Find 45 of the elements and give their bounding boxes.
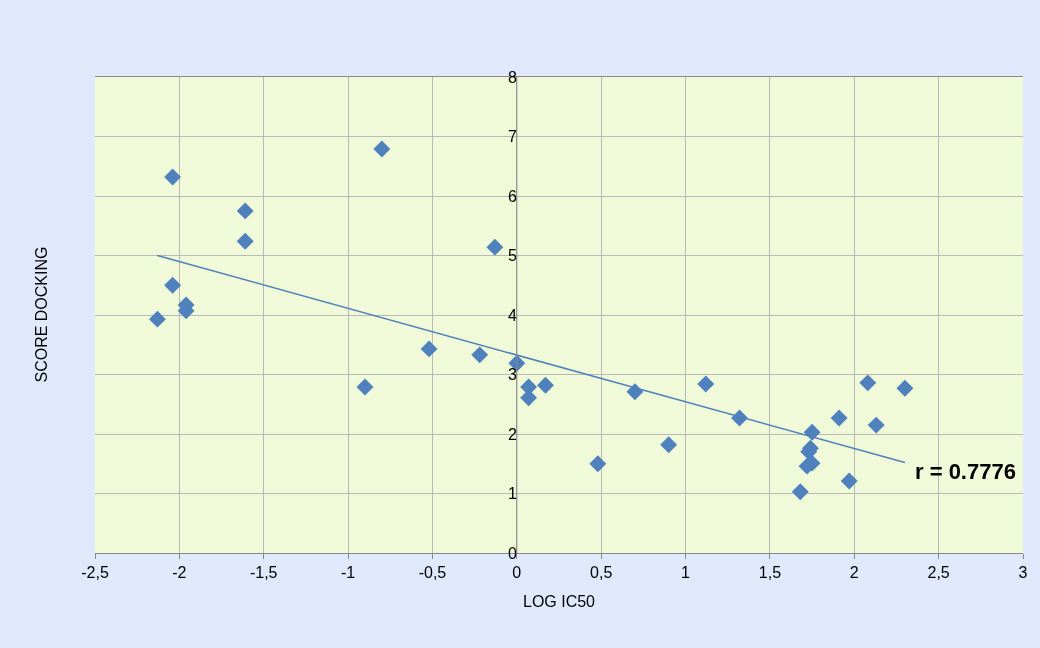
x-tick-label: 1	[681, 564, 691, 582]
point	[373, 140, 391, 158]
point	[589, 455, 607, 473]
y-axis-title: SCORE DOCKING	[32, 246, 50, 383]
point	[471, 346, 489, 364]
x-tick-label: 2	[849, 564, 859, 582]
annotation: r = 0.7776	[915, 459, 1016, 484]
point	[420, 340, 438, 358]
point	[697, 375, 715, 393]
point	[867, 416, 885, 434]
point	[164, 168, 182, 186]
point	[356, 378, 374, 396]
point	[840, 472, 858, 490]
point	[148, 310, 166, 328]
point	[830, 409, 848, 427]
y-tick-label: 7	[507, 128, 517, 146]
y-tick-label: 6	[507, 187, 517, 205]
y-tick-label: 2	[507, 425, 517, 443]
x-tick-label: -2	[172, 564, 187, 582]
x-tick-label: -2,5	[81, 564, 109, 582]
point	[236, 232, 254, 250]
point	[791, 483, 809, 501]
y-tick-label: 1	[507, 485, 517, 503]
point	[803, 423, 821, 441]
x-tick-label: -0,5	[418, 564, 447, 582]
x-tick-label: -1	[340, 564, 356, 582]
point	[164, 276, 182, 294]
point	[626, 383, 644, 401]
x-axis-title: LOG IC50	[522, 592, 596, 610]
point	[660, 436, 678, 454]
point	[896, 379, 914, 397]
y-tick-label: 0	[507, 544, 517, 562]
x-tick-label: -1,5	[249, 564, 278, 582]
point	[486, 238, 504, 256]
x-tick-label: 2,5	[927, 564, 950, 582]
point	[859, 374, 877, 392]
y-tick-label: 3	[507, 366, 517, 384]
y-tick-label: 4	[507, 306, 517, 324]
x-tick-label: 1,5	[758, 564, 782, 582]
y-tick-label: 5	[507, 247, 517, 265]
point	[537, 376, 554, 394]
y-tick-label: 8	[507, 68, 517, 86]
point	[236, 202, 254, 220]
x-tick-label: 3	[1018, 564, 1028, 582]
x-tick-label: 0,5	[590, 564, 613, 582]
